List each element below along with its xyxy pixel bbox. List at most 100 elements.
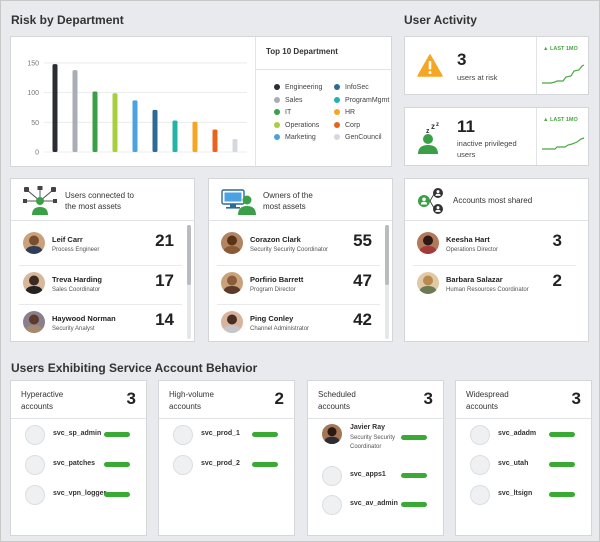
legend-label: GenCouncil: [345, 134, 382, 142]
service-account-row[interactable]: svc_patches: [23, 452, 138, 478]
activity-bar: [401, 473, 427, 478]
service-account-name: svc_ltsign: [498, 490, 533, 497]
scrollbar[interactable]: [385, 225, 389, 339]
legend-item: Marketing: [274, 134, 316, 141]
avatar: [322, 424, 342, 444]
card-count: 3: [571, 389, 581, 408]
legend-item: Engineering: [274, 84, 322, 91]
bar-it[interactable]: [92, 91, 98, 152]
service-account-row[interactable]: svc_prod_2: [171, 452, 286, 478]
list-item[interactable]: Barbara Salazar Human Resources Coordina…: [413, 265, 576, 304]
scrollbar[interactable]: [187, 225, 191, 339]
users-connected-title: Users connected to the most assets: [65, 191, 134, 211]
bar-infosec[interactable]: [152, 109, 158, 152]
risk-by-department-card: 0 50 100 150 Top 10 Department Engineering I…: [10, 36, 393, 168]
legend-swatch: [334, 121, 340, 128]
service-account-row[interactable]: svc_utah: [468, 452, 583, 478]
list-item[interactable]: Haywood Norman Security Analyst 14: [19, 304, 182, 343]
legend-item: Corp: [334, 121, 361, 129]
person-name: Haywood Norman: [52, 314, 116, 323]
sleeping-user-icon: z z z: [418, 122, 439, 154]
activity-bar: [104, 492, 130, 497]
activity-bar: [549, 432, 575, 437]
svg-text:z: z: [426, 128, 430, 135]
person-title: Operations Director: [446, 247, 499, 253]
inactive-privileged-sparkline: ▲ LAST 1MO: [536, 108, 588, 165]
list-item[interactable]: Ping Conley Channel Administrator 42: [217, 304, 380, 343]
list-item[interactable]: Porfirio Barrett Program Director 47: [217, 265, 380, 304]
computer-user-icon: [221, 189, 256, 215]
bar-hr[interactable]: [192, 121, 198, 152]
bar-sales[interactable]: [72, 70, 78, 152]
accounts-most-shared-header: Accounts most shared: [405, 179, 588, 221]
users-at-risk-card[interactable]: 3 users at risk ▲ LAST 1MO: [404, 36, 589, 95]
asset-count: 14: [155, 310, 174, 329]
service-account-row[interactable]: svc_av_admin: [320, 492, 435, 518]
legend-label: Marketing: [285, 134, 316, 142]
inactive-privileged-card[interactable]: z z z 11 inactive privileged users ▲ LAS…: [404, 107, 589, 166]
list-item[interactable]: Keesha Hart Operations Director 3: [413, 225, 576, 264]
service-account-row[interactable]: svc_prod_1: [171, 422, 286, 448]
card-count: 2: [274, 389, 284, 408]
bar-corp[interactable]: [212, 129, 218, 152]
svg-text:z: z: [436, 122, 439, 128]
user-placeholder-icon: [25, 485, 45, 505]
person-name: Javier Ray: [350, 424, 386, 431]
user-placeholder-icon: [173, 425, 193, 445]
list-item[interactable]: Leif Carr Process Engineer 21: [19, 225, 182, 264]
sparkline-chart: [542, 64, 585, 84]
list-item[interactable]: Treva Harding Sales Coordinator 17: [19, 265, 182, 304]
bar-operations[interactable]: [112, 93, 118, 152]
user-placeholder-icon: [470, 485, 490, 505]
scroll-thumb[interactable]: [385, 225, 389, 285]
bar-engineering[interactable]: [52, 64, 58, 152]
card-header: Hyperactive accounts 3: [11, 381, 146, 419]
legend-title: Top 10 Department: [266, 47, 338, 56]
person-title: Human Resources Coordinator: [446, 287, 529, 293]
card-header: Scheduled accounts 3: [308, 381, 443, 419]
service-account-name: svc_adadm: [498, 430, 537, 437]
accounts-most-shared-title: Accounts most shared: [453, 196, 533, 205]
service-account-row[interactable]: svc_apps1: [320, 463, 435, 489]
service-account-row[interactable]: Javier Ray Security Security Coordinator: [320, 422, 435, 460]
legend-label: Engineering: [285, 84, 323, 91]
legend-label: ProgramMgmt: [345, 96, 390, 104]
legend-label: Corp: [345, 121, 361, 129]
service-account-row[interactable]: svc_adadm: [468, 422, 583, 448]
bar-marketing[interactable]: [132, 100, 138, 152]
service-account-name: svc_vpn_logger: [53, 490, 107, 497]
svg-text:z: z: [431, 122, 435, 131]
scroll-thumb[interactable]: [187, 225, 191, 285]
users-connected-card: Users connected to the most assets Leif C…: [10, 178, 195, 342]
asset-count: 42: [353, 310, 372, 329]
card-title: Widespread accounts: [466, 390, 509, 411]
bar-gencouncil[interactable]: [232, 138, 238, 152]
share-count: 3: [552, 231, 562, 250]
person-title-2: Coordinator: [350, 444, 382, 450]
legend-swatch: [334, 96, 340, 103]
user-placeholder-icon: [470, 455, 490, 475]
avatar: [221, 272, 243, 294]
activity-bar: [401, 502, 427, 507]
card-count: 3: [126, 389, 136, 408]
service-account-row[interactable]: svc_ltsign: [468, 482, 583, 508]
list-item[interactable]: Corazon Clark Security Security Coordina…: [217, 225, 380, 264]
service-account-name: svc_apps1: [350, 471, 386, 478]
service-account-name: svc_prod_1: [201, 430, 240, 437]
legend-swatch: [274, 84, 280, 90]
warning-icon: [417, 54, 443, 77]
legend-item: IT: [274, 109, 291, 116]
asset-owners-card: Owners of the most assets Corazon Clark S…: [208, 178, 393, 342]
service-account-row[interactable]: svc_vpn_logger: [23, 482, 138, 508]
activity-bar: [104, 462, 130, 467]
user-placeholder-icon: [322, 466, 342, 486]
service-account-row[interactable]: svc_sp_admin: [23, 422, 138, 448]
person-title: Channel Administrator: [250, 326, 310, 332]
bar-programmgmt[interactable]: [172, 120, 178, 152]
avatar: [23, 272, 45, 294]
users-at-risk-count: 3: [457, 50, 467, 69]
avatar: [23, 232, 45, 254]
scheduled-accounts-card: Scheduled accounts 3 Javier Ray Security …: [307, 380, 444, 536]
service-account-name: svc_av_admin: [350, 500, 398, 507]
person-name: Ping Conley: [250, 314, 294, 323]
